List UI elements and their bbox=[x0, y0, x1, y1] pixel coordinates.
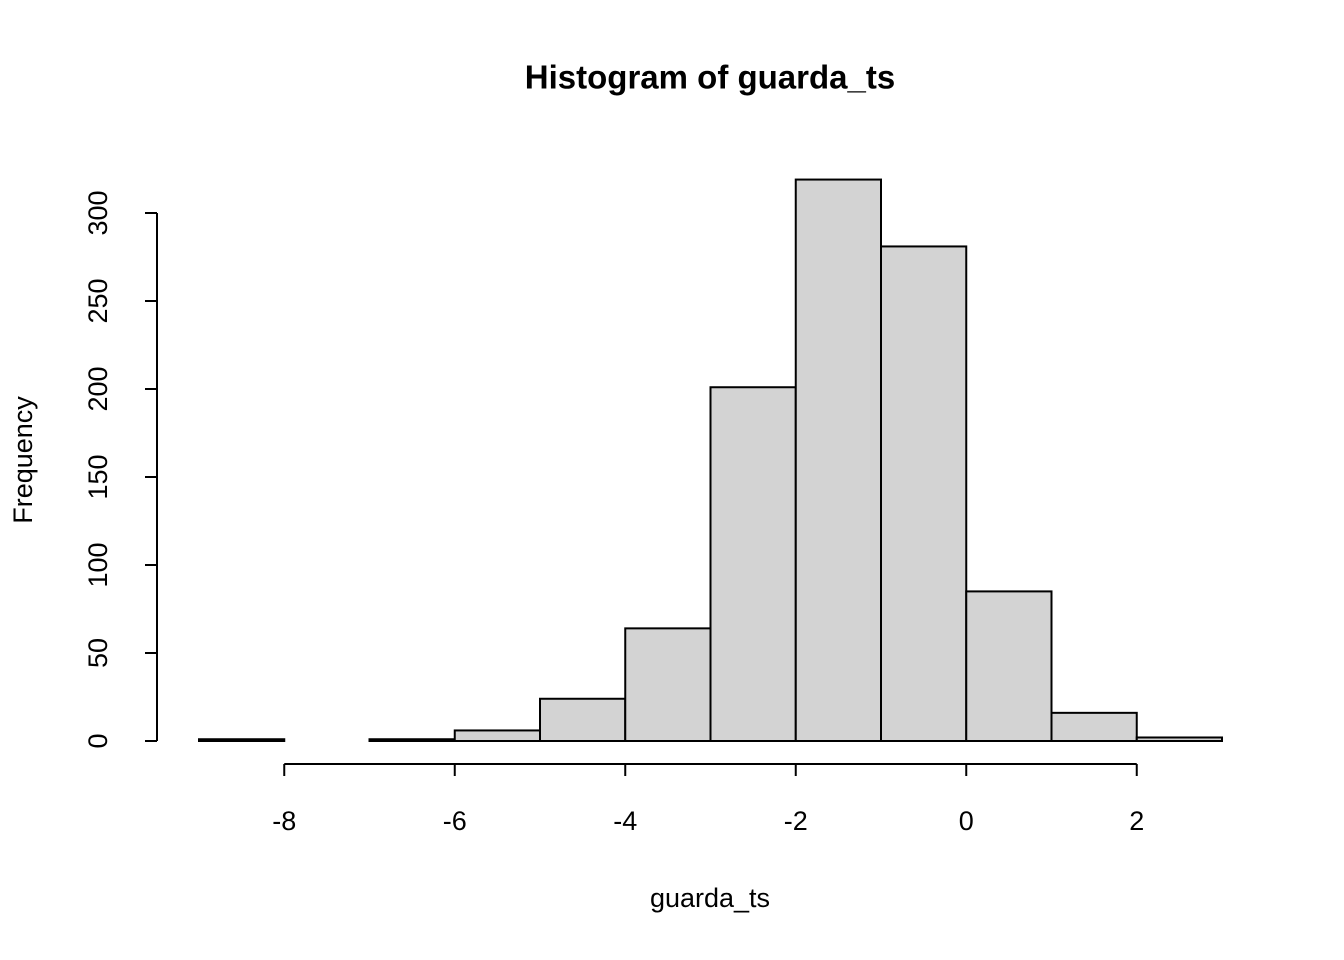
y-tick-label: 100 bbox=[83, 542, 113, 587]
bar bbox=[198, 738, 286, 742]
bar bbox=[1135, 736, 1223, 742]
x-tick-label: -8 bbox=[272, 806, 296, 836]
bar bbox=[880, 245, 968, 742]
y-axis-label: Frequency bbox=[8, 396, 38, 524]
x-tick-label: -6 bbox=[443, 806, 467, 836]
x-tick-label: -2 bbox=[784, 806, 808, 836]
y-tick-label: 300 bbox=[83, 190, 113, 235]
x-axis-label: guarda_ts bbox=[650, 883, 770, 913]
x-tick-label: -4 bbox=[613, 806, 637, 836]
bar bbox=[965, 590, 1053, 743]
y-tick-label: 250 bbox=[83, 278, 113, 323]
bar bbox=[368, 738, 456, 742]
y-tick-label: 0 bbox=[83, 733, 113, 748]
y-tick-label: 50 bbox=[83, 638, 113, 668]
chart-title: Histogram of guarda_ts bbox=[525, 59, 895, 96]
y-tick-label: 150 bbox=[83, 454, 113, 499]
y-tick-label: 200 bbox=[83, 366, 113, 411]
bar bbox=[794, 178, 882, 742]
bar bbox=[1050, 711, 1138, 743]
bar bbox=[539, 697, 627, 743]
x-tick-label: 0 bbox=[959, 806, 974, 836]
bar bbox=[709, 386, 797, 742]
bar bbox=[624, 627, 712, 742]
bar bbox=[453, 729, 541, 743]
x-tick-label: 2 bbox=[1129, 806, 1144, 836]
